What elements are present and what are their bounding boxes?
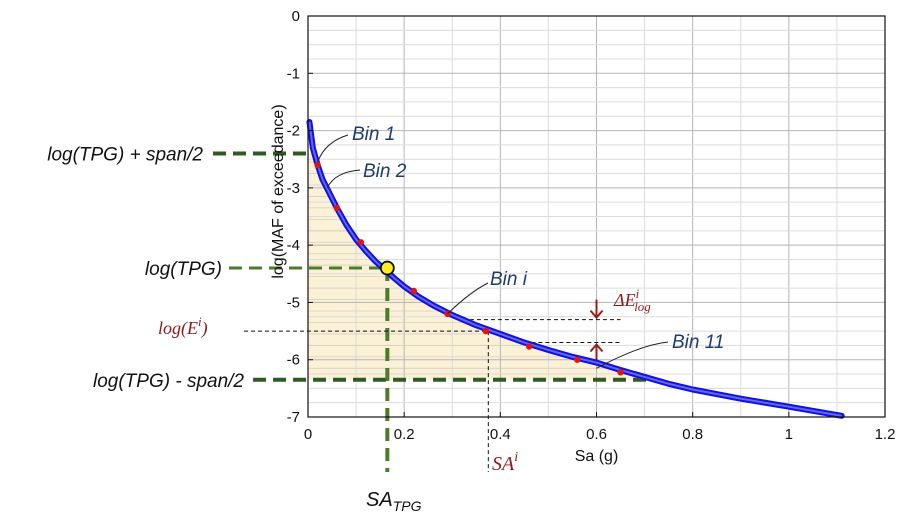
guide-lines [213, 151, 655, 472]
left-label-lower: log(TPG) - span/2 [93, 371, 244, 392]
bin-point [314, 161, 321, 169]
axis-ticks: 0 0.2 0.4 0.6 0.8 1 1.2 0 -1 -2 -3 -4 -5 -6 -7 [287, 8, 896, 443]
x-tick-label: 0.6 [586, 426, 607, 443]
bin-callouts [317, 134, 669, 369]
bin-2-label: Bin 2 [363, 161, 407, 182]
bin-11-callout [596, 341, 669, 369]
bin-1-callout [317, 134, 349, 163]
bin-point [357, 239, 365, 246]
y-tick-label: -7 [287, 409, 300, 426]
data-marks [308, 121, 842, 417]
curve-highlight [308, 121, 842, 417]
y-tick-label: 0 [292, 8, 300, 25]
x-tick-label: 0.2 [394, 426, 415, 443]
bin-point [410, 287, 417, 295]
y-tick-label: -2 [287, 123, 300, 140]
bin-point [617, 369, 624, 376]
x-tick-label: 0.4 [490, 426, 511, 443]
bin-1-label: Bin 1 [352, 124, 395, 145]
bin-point [525, 343, 533, 350]
x-tick-label: 1 [785, 426, 793, 443]
x-tick-label: 0 [304, 426, 312, 443]
left-label-center: log(TPG) [145, 259, 222, 280]
bin-i-callout [447, 282, 489, 315]
delta-arrowhead-up [589, 342, 604, 353]
delta-e-log-label: ΔEi log [613, 286, 651, 314]
bin-i-label: Bin i [490, 269, 528, 290]
y-tick-label: -3 [287, 180, 300, 197]
y-tick-label: -1 [287, 65, 300, 82]
probability-shaded-region [308, 153, 655, 380]
y-tick-label: -5 [287, 294, 300, 311]
y-axis-label: log(MAF of exceedance) [270, 104, 287, 278]
bin-point [333, 204, 341, 212]
delta-arrowhead-down [589, 309, 604, 320]
bin-point [574, 356, 581, 363]
log-e-i-label: log(Ei) [158, 314, 208, 339]
sa-tpg-label: SATPG [366, 489, 422, 513]
x-tick-label: 0.8 [682, 426, 703, 443]
y-tick-label: -6 [287, 352, 300, 369]
bin-2-callout [326, 169, 361, 189]
left-label-upper: log(TPG) + span/2 [47, 144, 203, 165]
x-tick-label: 1.2 [875, 426, 896, 443]
bin-point [482, 327, 490, 335]
bin-11-label: Bin 11 [672, 332, 724, 353]
x-axis-label: Sa (g) [575, 448, 619, 465]
y-tick-label: -4 [287, 237, 300, 254]
tpg-point [379, 260, 395, 276]
gridlines [308, 16, 885, 417]
sa-i-label: SAi [492, 450, 518, 475]
